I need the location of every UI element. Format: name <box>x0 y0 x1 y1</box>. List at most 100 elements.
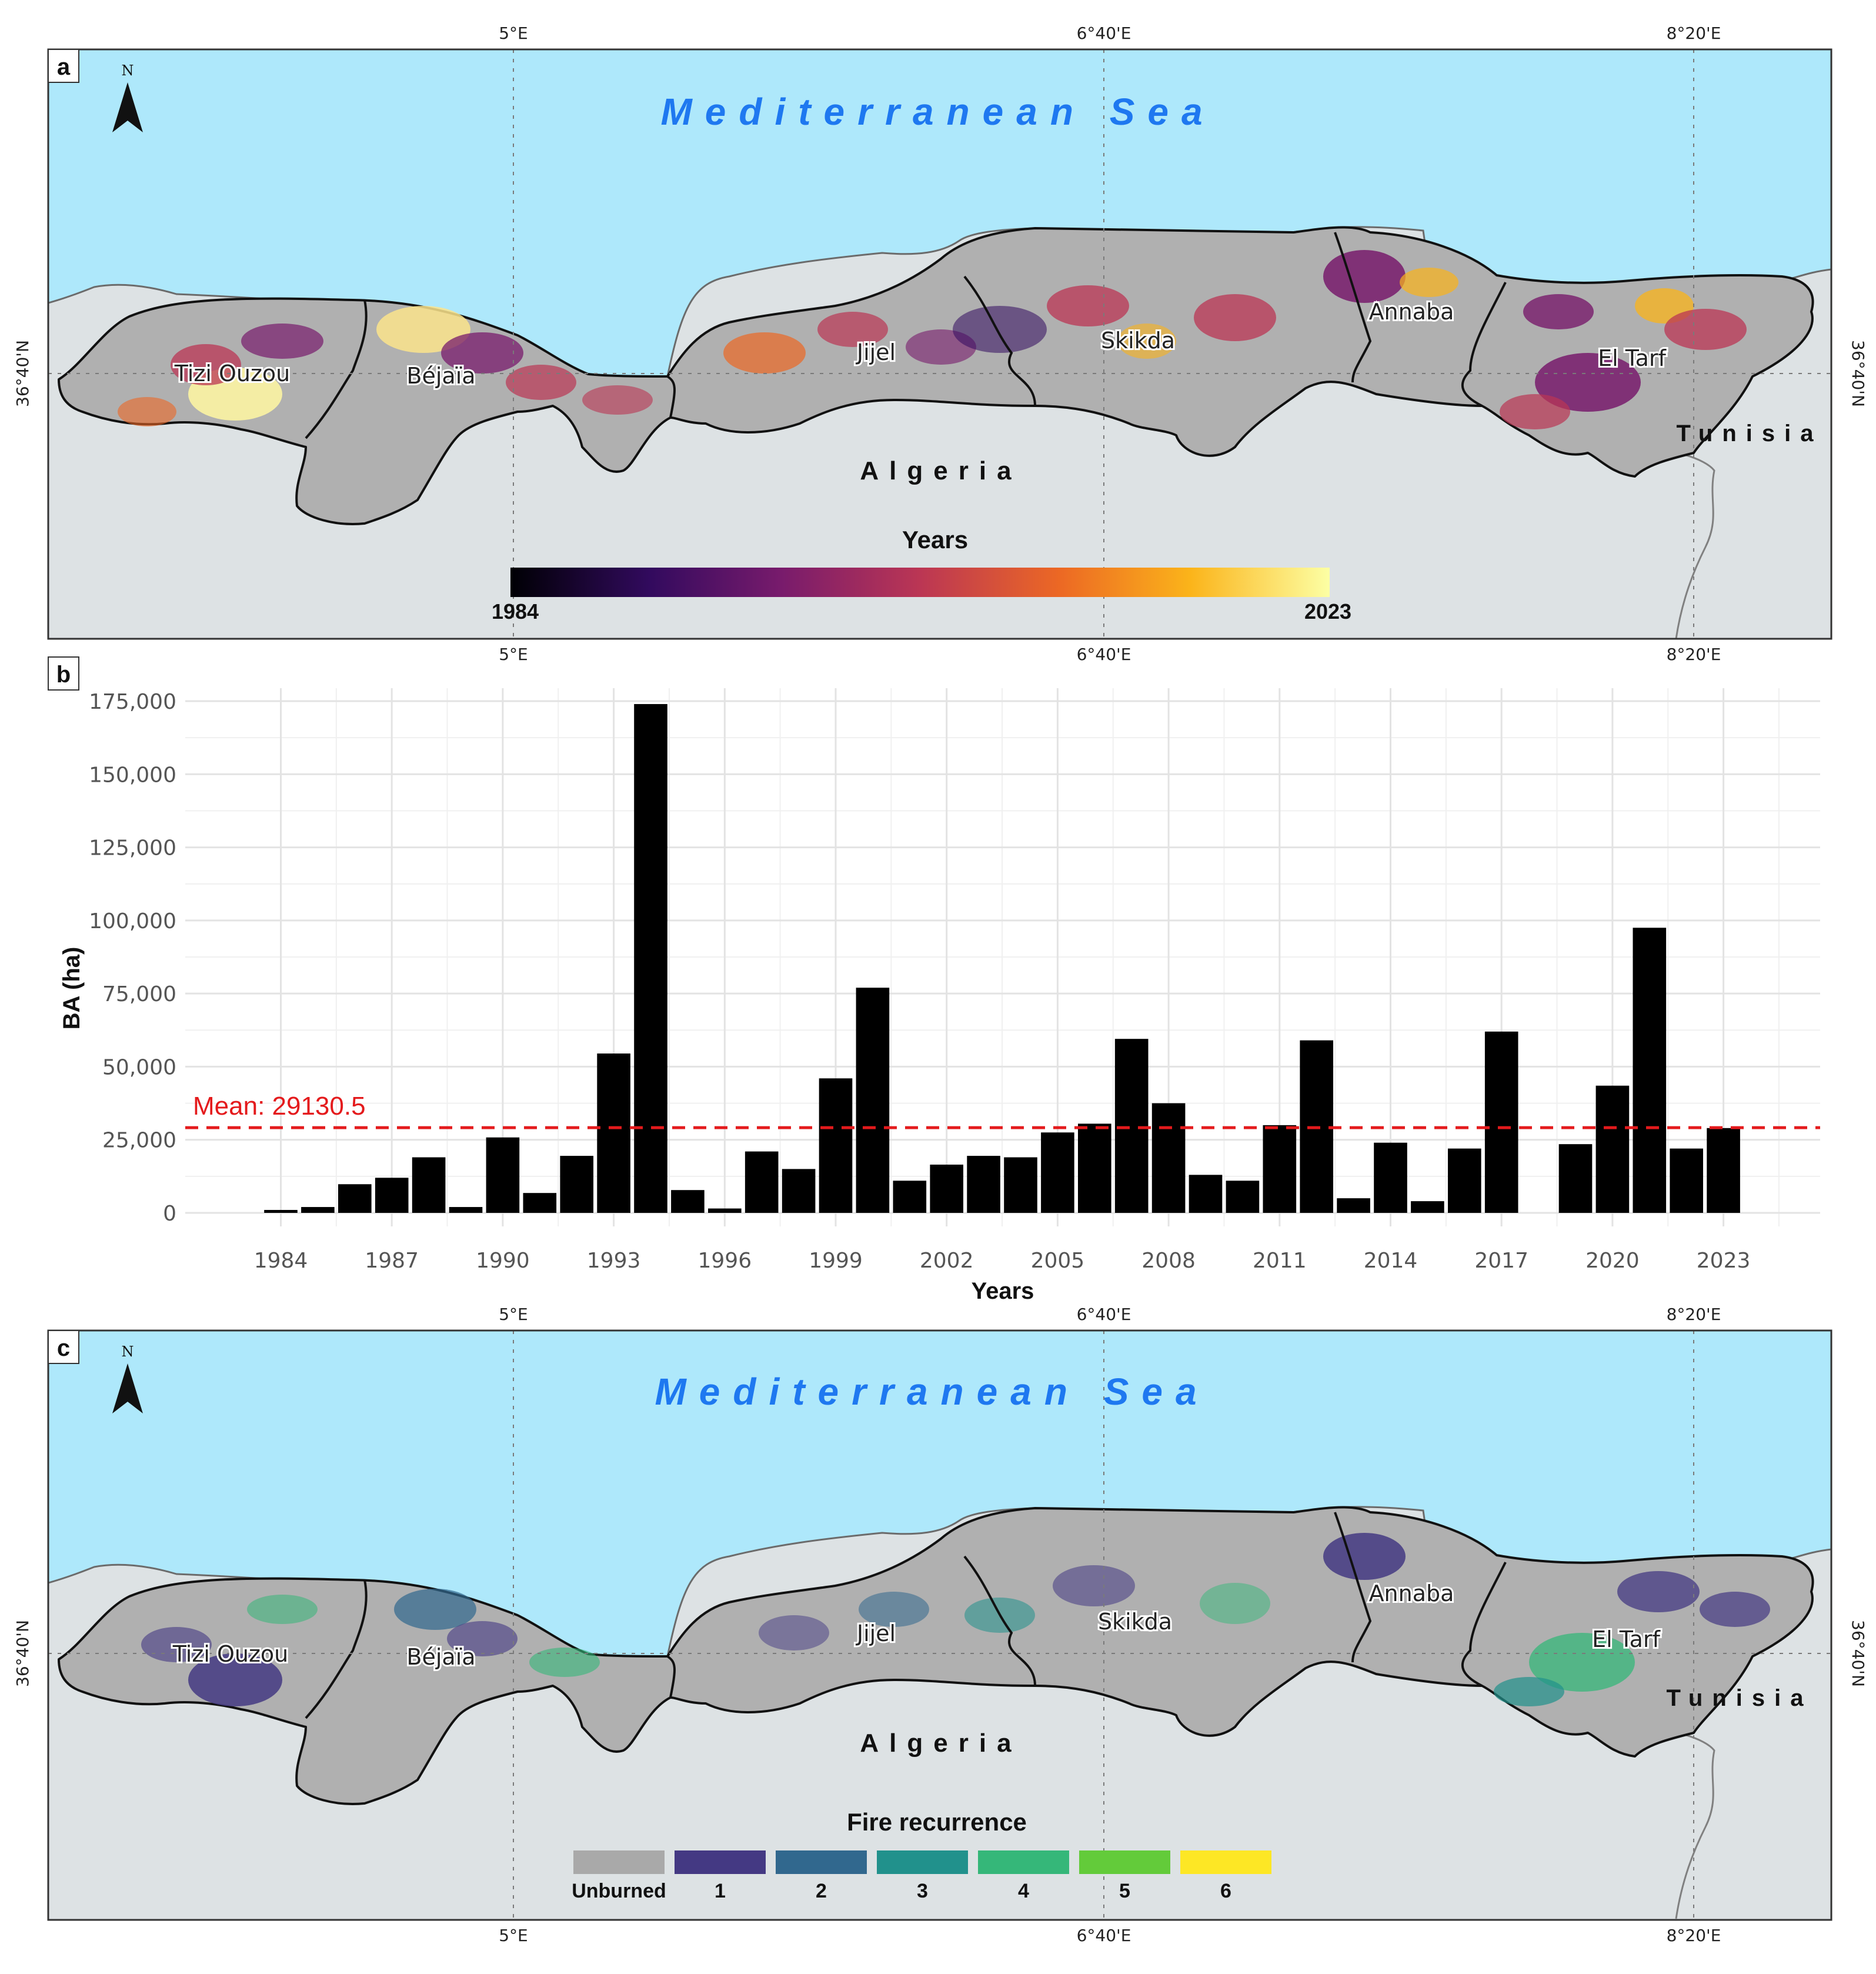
legend-swatch-5 <box>1079 1850 1170 1874</box>
years-legend-title: Years <box>902 526 968 553</box>
y-tick-label: 100,000 <box>89 909 176 933</box>
svg-text:8°20'E: 8°20'E <box>1667 1926 1721 1945</box>
svg-text:b: b <box>56 662 71 688</box>
y-tick-label: 125,000 <box>89 836 176 861</box>
y-tick-labels: 0 25,000 50,000 75,000 100,000 125,000 150,000… <box>89 690 176 1226</box>
bar-2002 <box>930 1164 964 1213</box>
sea-area <box>48 1331 1831 1659</box>
svg-text:5°E: 5°E <box>499 1926 528 1945</box>
region-label-annaba: Annaba <box>1369 299 1454 325</box>
bar-2008 <box>1151 1103 1186 1213</box>
panel-label-a: a <box>48 49 79 83</box>
bar-2006 <box>1077 1123 1111 1213</box>
bar-2007 <box>1114 1039 1149 1213</box>
x-tick-labels: 1984 1987 1990 1993 1996 1999 2002 2005 2008 2011… <box>254 1249 1751 1273</box>
bar-1990 <box>486 1137 520 1213</box>
svg-text:c: c <box>57 1335 70 1361</box>
years-legend: Years 1984 2023 <box>492 526 1351 623</box>
bar-2010 <box>1226 1181 1260 1213</box>
sea-label-a: Mediterranean Sea <box>660 91 1215 133</box>
region-labels-c: Tizi Ouzou Béjaïa Jijel Skikda Annaba El… <box>171 1579 1663 1672</box>
svg-text:8°20'E: 8°20'E <box>1667 645 1721 664</box>
region-label-jijel: Jijel <box>856 339 896 365</box>
bar-1992 <box>560 1156 594 1213</box>
legend-swatch-unburned <box>573 1850 665 1874</box>
bar-2011 <box>1263 1125 1297 1213</box>
region-label-bejaia: Béjaïa <box>406 1644 475 1670</box>
bar-1997 <box>745 1151 779 1213</box>
legend-label-2: 2 <box>816 1880 827 1902</box>
burned-patches <box>118 250 1747 429</box>
bar-2020 <box>1595 1085 1630 1213</box>
neighbor-label-a: Tunisia <box>1676 421 1822 446</box>
bar-1984 <box>264 1210 298 1213</box>
region-label-jijel: Jijel <box>856 1620 896 1646</box>
bar-1991 <box>523 1193 557 1213</box>
x-tick-label: 2011 <box>1253 1249 1307 1273</box>
neighbor-label-c: Tunisia <box>1666 1685 1812 1711</box>
x-tick-label: 2005 <box>1031 1249 1085 1273</box>
bar-2021 <box>1633 928 1667 1213</box>
bar-1999 <box>819 1078 853 1213</box>
bars <box>264 703 1740 1213</box>
bar-1995 <box>671 1190 705 1213</box>
svg-text:5°E: 5°E <box>499 24 528 43</box>
legend-label-3: 3 <box>917 1880 928 1902</box>
region-label-skikda: Skikda <box>1098 1609 1172 1635</box>
bar-1994 <box>634 703 667 1213</box>
svg-text:36°40'N: 36°40'N <box>13 1620 32 1687</box>
bar-2013 <box>1337 1198 1370 1213</box>
panel-b-chart: b 0 25,000 50,000 75,000 100,000 125,000 150,0… <box>48 656 1820 1304</box>
svg-text:8°20'E: 8°20'E <box>1667 24 1721 43</box>
recurrence-legend: Fire recurrence Unburned 1 2 3 4 5 6 <box>572 1808 1271 1902</box>
bar-1989 <box>449 1207 483 1213</box>
panel-c-frame <box>47 1329 1832 1921</box>
bar-2022 <box>1670 1148 1704 1213</box>
region-labels-a: Tizi Ouzou Béjaïa Jijel Skikda Annaba El… <box>172 297 1669 391</box>
x-tick-label: 1987 <box>365 1249 419 1273</box>
bar-1987 <box>375 1178 409 1213</box>
wilaya-borders <box>305 1512 1507 1719</box>
y-tick-label: 175,000 <box>89 690 176 714</box>
x-tick-label: 2023 <box>1697 1249 1751 1273</box>
region-label-el-tarf: El Tarf <box>1598 345 1667 371</box>
svg-text:6°40'E: 6°40'E <box>1077 1305 1131 1324</box>
graticule-a <box>48 49 1831 639</box>
y-tick-label: 0 <box>163 1202 176 1226</box>
legend-label-1: 1 <box>715 1880 726 1902</box>
graticule-c <box>48 1331 1831 1920</box>
x-tick-label: 1990 <box>476 1249 530 1273</box>
panel-label-b: b <box>48 656 79 691</box>
svg-text:5°E: 5°E <box>499 1305 528 1324</box>
legend-label-5: 5 <box>1119 1880 1130 1902</box>
panel-a-frame <box>47 48 1832 640</box>
bar-2009 <box>1189 1175 1223 1213</box>
svg-text:8°20'E: 8°20'E <box>1667 1305 1721 1324</box>
legend-swatch-1 <box>675 1850 766 1874</box>
region-label-annaba: Annaba <box>1369 1580 1454 1606</box>
panel-c-map: Mediterranean Sea Algeria Tunisia Tizi O… <box>13 1305 1868 1945</box>
x-axis-title: Years <box>972 1278 1034 1304</box>
bar-2005 <box>1041 1132 1074 1213</box>
region-label-el-tarf: El Tarf <box>1592 1626 1661 1652</box>
svg-text:36°40'N: 36°40'N <box>1848 340 1868 407</box>
bar-1993 <box>597 1053 630 1213</box>
years-max-label: 2023 <box>1304 599 1351 623</box>
legend-swatch-4 <box>978 1850 1069 1874</box>
bar-2014 <box>1374 1142 1407 1213</box>
recurrence-legend-title: Fire recurrence <box>847 1808 1027 1836</box>
region-label-bejaia: Béjaïa <box>406 363 475 389</box>
panel-label-c: c <box>48 1330 79 1364</box>
north-arrow-icon: N <box>112 1343 143 1413</box>
bar-1985 <box>301 1207 335 1213</box>
svg-text:N: N <box>122 1343 134 1360</box>
svg-text:a: a <box>57 54 71 80</box>
mean-label: Mean: 29130.5 <box>193 1092 366 1121</box>
graticule-labels-c: 5°E 6°40'E 8°20'E 5°E 6°40'E 8°20'E 36°4… <box>13 1305 1868 1945</box>
legend-label-unburned: Unburned <box>572 1880 666 1902</box>
y-tick-label: 25,000 <box>102 1129 176 1153</box>
bar-2003 <box>967 1156 1000 1213</box>
svg-text:36°40'N: 36°40'N <box>1848 1620 1868 1687</box>
sea-label-c: Mediterranean Sea <box>655 1371 1209 1413</box>
svg-text:6°40'E: 6°40'E <box>1077 1926 1131 1945</box>
